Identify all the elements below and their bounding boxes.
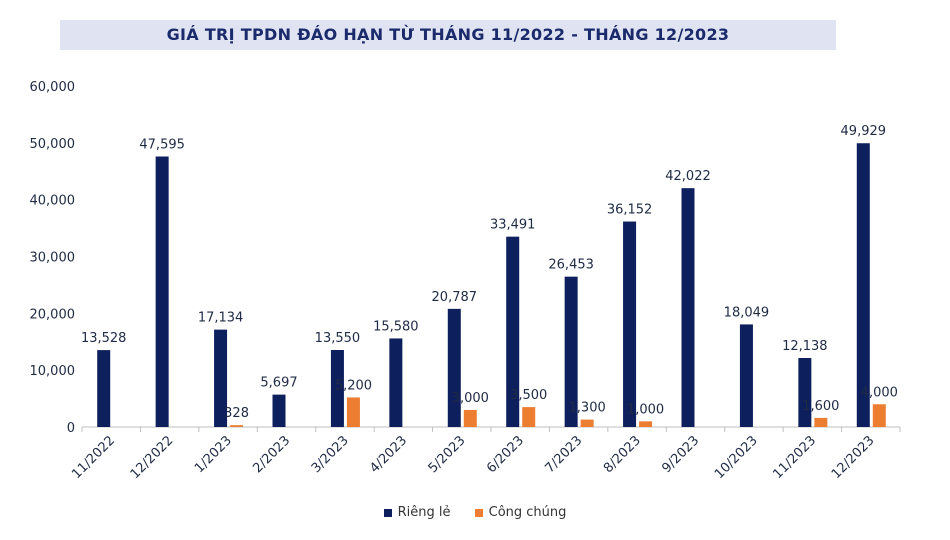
x-tick-label: 2/2023 xyxy=(250,433,293,476)
data-label: 12,138 xyxy=(782,339,828,354)
data-label: 17,134 xyxy=(198,311,244,326)
data-label: 49,929 xyxy=(841,124,887,139)
bar-rieng-le xyxy=(97,350,111,427)
bar-rieng-le xyxy=(681,188,695,427)
data-label: 36,152 xyxy=(607,203,653,218)
data-label: 5,697 xyxy=(260,376,297,391)
bar-cong-chung xyxy=(346,397,360,427)
y-tick-label: 30,000 xyxy=(30,251,76,266)
x-tick-label: 6/2023 xyxy=(484,433,527,476)
chart-title: GIÁ TRỊ TPDN ĐÁO HẠN TỪ THÁNG 11/2022 - … xyxy=(166,25,730,44)
data-label: 47,595 xyxy=(139,138,185,153)
data-label: 33,491 xyxy=(490,218,536,233)
y-tick-label: 60,000 xyxy=(30,80,76,95)
data-label: 3,000 xyxy=(452,391,489,406)
bar-chart: 0 10,000 20,000 30,000 40,000 50,000 60,000 13,… xyxy=(30,80,901,482)
y-tick-label: 40,000 xyxy=(30,194,76,209)
x-tick-label: 12/2023 xyxy=(829,433,878,482)
x-tick-label: 11/2023 xyxy=(770,433,819,482)
bar-rieng-le xyxy=(798,358,812,427)
data-label: 20,787 xyxy=(432,290,478,305)
y-tick-label: 0 xyxy=(67,421,75,436)
x-tick-label: 4/2023 xyxy=(367,433,410,476)
bar-rieng-le xyxy=(330,349,344,427)
data-label: 26,453 xyxy=(548,258,594,273)
bar-rieng-le xyxy=(389,338,403,427)
bar-rieng-le xyxy=(447,308,461,427)
data-label: 18,049 xyxy=(724,305,770,320)
data-label: 3,500 xyxy=(510,388,547,403)
data-label: 42,022 xyxy=(665,169,711,184)
bar-rieng-le xyxy=(739,324,753,427)
bar-rieng-le xyxy=(856,143,870,427)
x-tick-label: 5/2023 xyxy=(426,433,469,476)
legend-swatch-series-1 xyxy=(383,508,392,517)
data-label: 1,000 xyxy=(627,402,664,417)
bar-cong-chung xyxy=(463,409,477,427)
x-tick-label: 11/2022 xyxy=(69,433,118,482)
title-band xyxy=(60,20,836,50)
bar-cong-chung xyxy=(230,425,244,427)
data-label: 15,580 xyxy=(373,319,419,334)
data-label: 13,528 xyxy=(81,331,127,346)
bar-rieng-le xyxy=(214,329,228,427)
legend-swatch-series-2 xyxy=(474,508,483,517)
legend-item-series-1: Riêng lẻ xyxy=(383,505,451,520)
bar-cong-chung xyxy=(522,407,536,427)
legend: Riêng lẻ Công chúng xyxy=(0,505,950,520)
bar-rieng-le xyxy=(506,236,520,427)
data-label: 13,550 xyxy=(315,331,361,346)
y-tick-label: 20,000 xyxy=(30,307,76,322)
legend-item-series-2: Công chúng xyxy=(474,505,567,520)
x-tick-label: 9/2023 xyxy=(659,433,702,476)
data-label: 1,300 xyxy=(569,401,606,416)
bar-rieng-le xyxy=(155,156,169,427)
y-tick-label: 10,000 xyxy=(30,364,76,379)
bar-cong-chung xyxy=(580,419,594,427)
x-tick-label: 3/2023 xyxy=(309,433,352,476)
bar-rieng-le xyxy=(564,276,578,427)
legend-label-series-2: Công chúng xyxy=(488,505,567,520)
bar-cong-chung xyxy=(872,404,886,427)
legend-label-series-1: Riêng lẻ xyxy=(397,505,451,520)
bar-rieng-le xyxy=(272,394,286,427)
x-tick-label: 1/2023 xyxy=(192,433,235,476)
data-label: 328 xyxy=(224,406,249,421)
data-label: 4,000 xyxy=(861,385,898,400)
bar-cong-chung xyxy=(814,417,828,427)
y-tick-label: 50,000 xyxy=(30,137,76,152)
x-tick-label: 7/2023 xyxy=(543,433,586,476)
x-tick-label: 8/2023 xyxy=(601,433,644,476)
bar-cong-chung xyxy=(639,421,653,427)
x-tick-label: 10/2023 xyxy=(712,433,761,482)
data-label: 1,600 xyxy=(802,399,839,414)
data-label: 5,200 xyxy=(335,378,372,393)
bar-rieng-le xyxy=(623,221,637,427)
x-tick-label: 12/2022 xyxy=(128,433,177,482)
